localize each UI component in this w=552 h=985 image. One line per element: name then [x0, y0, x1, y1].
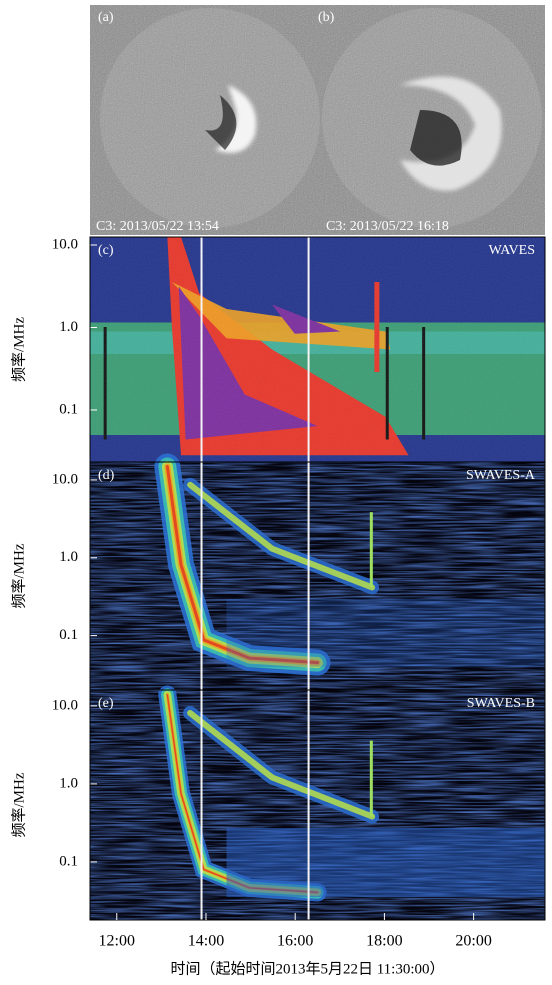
x-tick-label: 18:00: [366, 933, 402, 950]
y-tick-label: 1.0: [59, 319, 78, 335]
drift-emission: [187, 481, 376, 591]
background-noise: [90, 237, 545, 462]
image-caption: C3: 2013/05/22 13:54: [96, 219, 219, 234]
drift-emission: [187, 710, 376, 820]
y-axis-label: 频率/MHz: [10, 543, 27, 608]
image-panel: (a) (b) C3: 2013/05/22 13:54 C3: 2013/05…: [90, 5, 545, 235]
cme-dark: [410, 110, 462, 166]
y-tick-label: 0.1: [59, 401, 78, 417]
image-noise: [90, 5, 545, 235]
panel-label: (e): [98, 696, 114, 711]
y-axis-label: 频率/MHz: [10, 772, 27, 837]
x-tick-label: 12:00: [99, 933, 135, 950]
panel-label: (a): [98, 10, 114, 25]
x-axis-label: 时间（起始时间2013年5月22日 11:30:00）: [170, 960, 444, 977]
y-tick-label: 0.1: [59, 853, 78, 869]
spectrogram-panel: [90, 685, 545, 920]
panel-title: WAVES: [489, 243, 535, 258]
panel-label: (c): [98, 243, 114, 258]
panel-frame: [89, 689, 546, 921]
panel-label: (d): [98, 468, 115, 483]
cme-dark: [205, 95, 237, 150]
low-band: [226, 598, 545, 668]
panel-title: SWAVES-A: [466, 468, 536, 483]
spectrogram-panel: [90, 237, 545, 462]
low-band: [226, 828, 545, 897]
x-tick-label: 20:00: [455, 933, 491, 950]
x-tick-label: 14:00: [188, 933, 224, 950]
y-tick-label: 0.1: [59, 627, 78, 643]
y-tick-label: 10.0: [52, 471, 78, 487]
y-tick-label: 1.0: [59, 549, 78, 565]
panel-label: (b): [318, 10, 335, 25]
panel-title: SWAVES-B: [467, 696, 535, 711]
burst-spike: [369, 512, 373, 588]
y-tick-label: 10.0: [52, 236, 78, 252]
burst-spike: [369, 740, 373, 817]
x-tick-label: 16:00: [277, 933, 313, 950]
image-caption: C3: 2013/05/22 16:18: [326, 219, 449, 234]
y-tick-label: 1.0: [59, 775, 78, 791]
cme-front: [215, 85, 257, 153]
y-tick-label: 10.0: [52, 697, 78, 713]
burst-emission: [165, 465, 319, 665]
y-axis-label: 频率/MHz: [10, 317, 27, 382]
spectrogram-panel: [90, 453, 545, 690]
